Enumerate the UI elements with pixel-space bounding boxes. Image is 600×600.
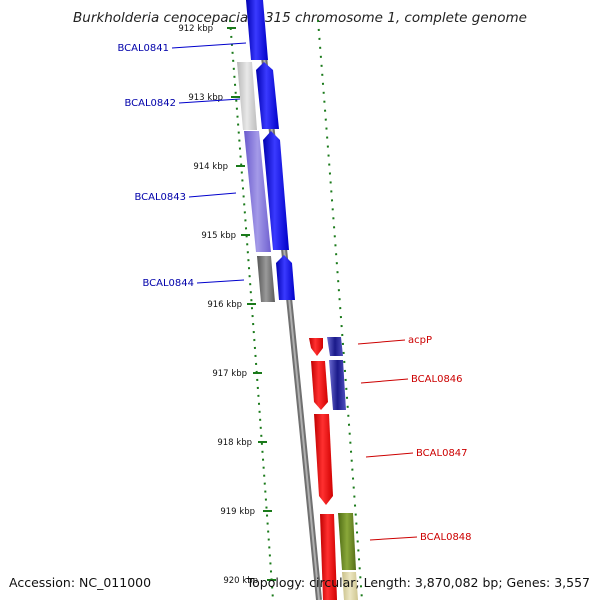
tick-label: 919 kbp [220, 507, 255, 517]
forward-annotation-track [237, 62, 275, 302]
gene-label-acpp[interactable]: acpP [408, 335, 432, 346]
gene-arrow-bcal0843[interactable] [263, 131, 289, 250]
gene-arrow-bcal0842[interactable] [256, 62, 279, 129]
gene-label-bcal0846[interactable]: BCAL0846 [411, 374, 463, 385]
gene-label-bcal0848[interactable]: BCAL0848 [420, 532, 472, 543]
tick-label: 915 kbp [201, 231, 236, 241]
gene-arrow-bcal0848[interactable] [320, 514, 337, 600]
gene-arrow-bcal0847[interactable] [314, 414, 333, 505]
tick-label: 920 kbp [223, 576, 258, 586]
tick-label: 918 kbp [217, 438, 252, 448]
reverse-annotation-track [327, 337, 358, 600]
tick-label: 912 kbp [178, 24, 213, 34]
accession-text: Accession: NC_011000 [9, 575, 152, 590]
gene-label-bcal0847[interactable]: BCAL0847 [416, 448, 468, 459]
forward-genes [246, 0, 295, 300]
gene-arrow-bcal0846[interactable] [311, 361, 328, 410]
tick-label: 914 kbp [193, 162, 228, 172]
tick-label: 913 kbp [188, 93, 223, 103]
gene-label-bcal0842[interactable]: BCAL0842 [124, 98, 176, 109]
gene-label-bcal0844[interactable]: BCAL0844 [142, 278, 194, 289]
tick-label: 916 kbp [207, 300, 242, 310]
map-title: Burkholderia cenocepacia J2315 chromosom… [73, 10, 527, 26]
gene-label-bcal0843[interactable]: BCAL0843 [134, 192, 186, 203]
gene-arrow-bcal0844[interactable] [276, 255, 295, 300]
tick-marks [227, 27, 276, 581]
topology-text: Topology: circular; Length: 3,870,082 bp… [246, 575, 590, 590]
reverse-genes [309, 338, 337, 600]
tick-label: 917 kbp [212, 369, 247, 379]
gene-arrow-bcal0841[interactable] [246, 0, 268, 60]
gene-label-bcal0841[interactable]: BCAL0841 [117, 43, 169, 54]
gene-arrow-acpp[interactable] [309, 338, 323, 356]
